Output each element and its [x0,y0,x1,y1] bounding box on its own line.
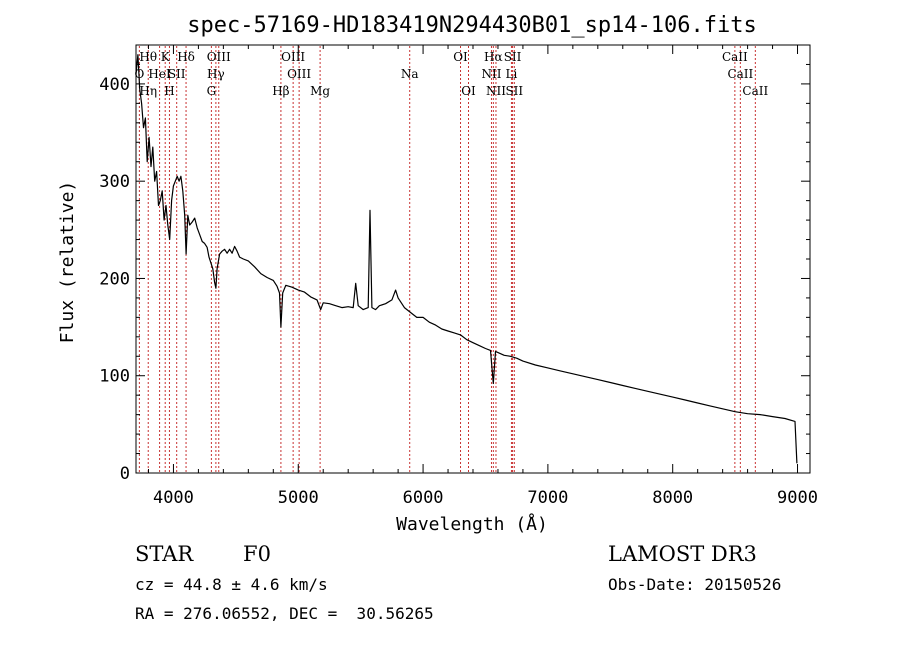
coordinates: RA = 276.06552, DEC = 30.56265 [135,604,434,623]
obs-date: Obs-Date: 20150526 [608,575,781,594]
x-tick-label: 6000 [403,488,444,508]
spectrum-line [135,54,798,464]
x-axis-label: Wavelength (Å) [396,513,548,535]
redshift: cz = 44.8 ± 4.6 km/s [135,575,328,594]
x-tick-labels: 4000 5000 6000 7000 8000 9000 [153,488,818,508]
line-marker-label: Hδ [177,50,195,64]
line-marker-label: OIII [281,50,305,64]
line-marker-label: NII [481,67,501,81]
y-tick-label: 0 [120,464,130,484]
line-marker-label: CaII [722,50,748,64]
line-marker-label: SII [168,67,186,81]
subclass: F0 [243,542,271,566]
line-marker-label: SII [504,50,522,64]
line-marker-label: Na [401,67,419,81]
x-tick-label: 7000 [527,488,568,508]
x-tick-label: 9000 [777,488,818,508]
line-marker-label: Hη [139,84,157,98]
line-marker-label: OI [461,84,476,98]
line-marker-label: SII [505,84,523,98]
chart-title: spec-57169-HD183419N294430B01_sp14-106.f… [187,13,757,38]
line-marker-label: Li [506,67,518,81]
line-marker-label: G [207,84,217,98]
y-axis-label: Flux (relative) [57,181,78,344]
line-marker-label: OIII [287,67,311,81]
line-marker-label: NII [486,84,506,98]
line-markers [138,46,756,472]
y-tick-label: 200 [99,269,130,289]
line-marker-label: Hα [484,50,503,64]
y-tick-label: 300 [99,172,130,192]
line-marker-label: H [164,84,174,98]
line-marker-label: Hβ [272,84,289,98]
line-marker-label: Hθ [139,50,157,64]
line-marker-label: OIII [207,50,231,64]
line-marker-label: HeI [148,67,171,81]
line-marker-label: OI [453,50,468,64]
survey-name: LAMOST DR3 [608,542,757,566]
line-marker-label: K [161,50,171,64]
object-type: STAR [135,542,194,566]
y-tick-label: 400 [99,75,130,95]
line-marker-label: CaII [742,84,768,98]
x-tick-label: 8000 [652,488,693,508]
x-tick-label: 5000 [278,488,319,508]
axis-ticks [136,44,810,474]
plot-frame [135,44,811,474]
y-tick-label: 100 [99,367,130,387]
line-marker-labels: OHθHηHeIKHSIIHδGHγOIIIHβOIIIOIIIMgNaOIOI… [134,50,768,98]
line-marker-label: Mg [310,84,330,98]
x-tick-label: 4000 [153,488,194,508]
line-marker-label: CaII [727,67,753,81]
line-marker-label: Hγ [207,67,225,81]
y-tick-labels: 0 100 200 300 400 [99,75,130,484]
